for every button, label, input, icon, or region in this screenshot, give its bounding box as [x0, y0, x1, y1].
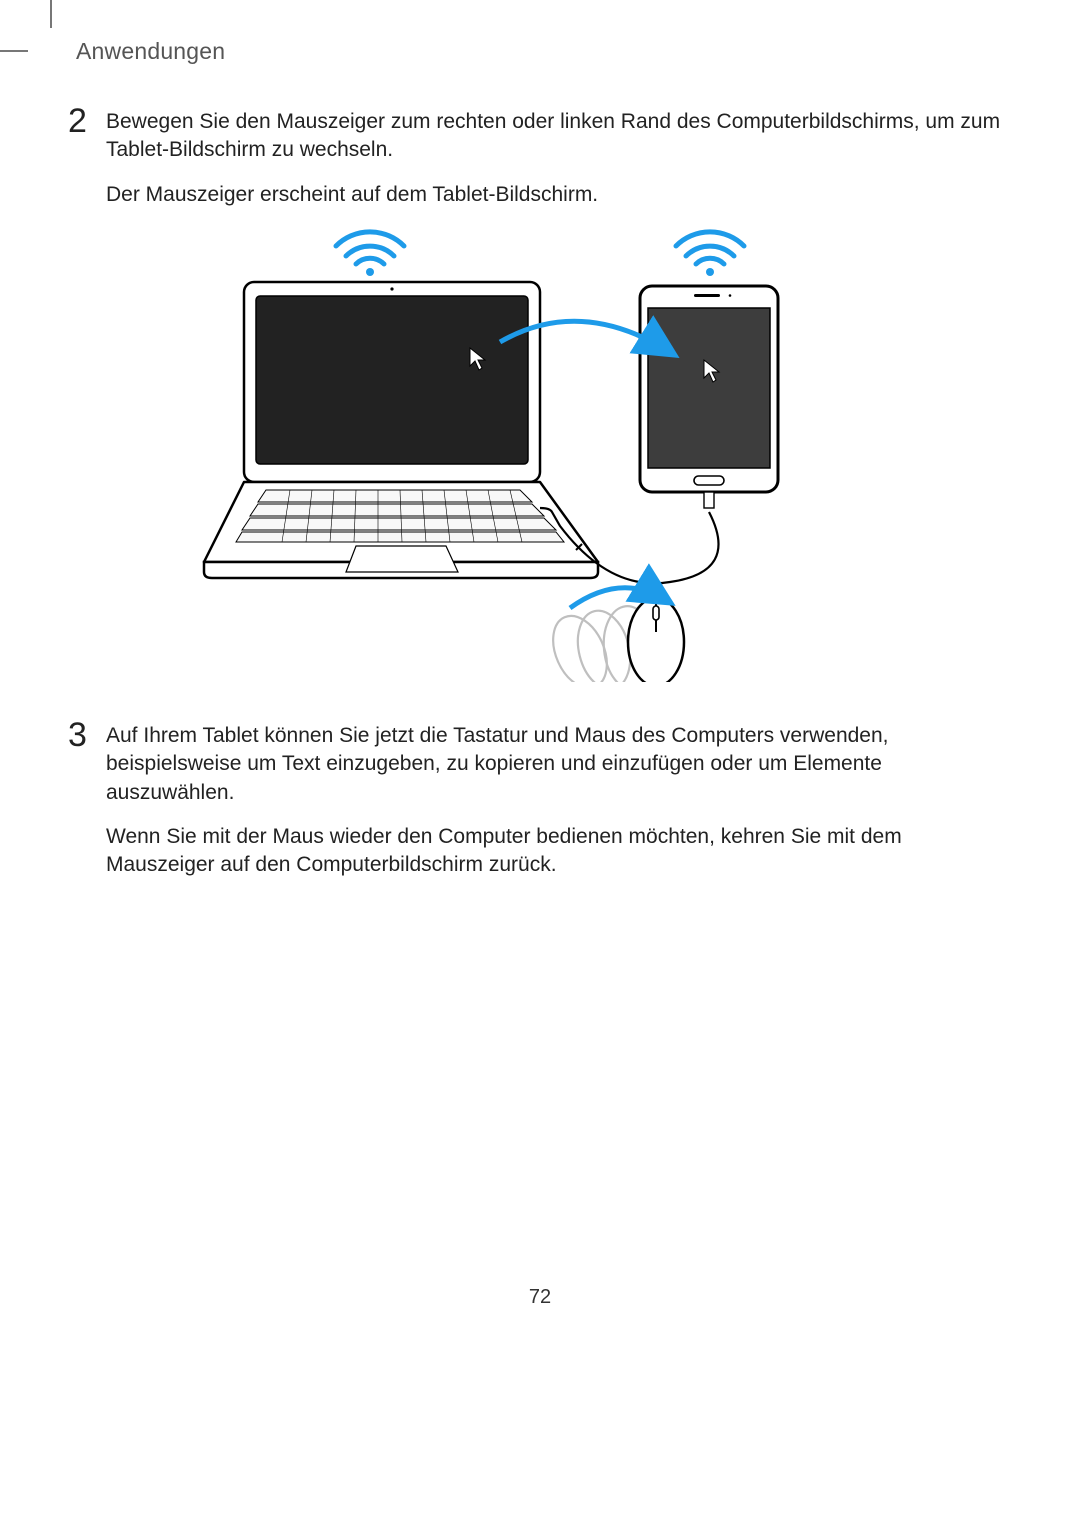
step-3-p1: Auf Ihrem Tablet können Sie jetzt die Ta…	[106, 722, 1010, 807]
step-2: 2 Bewegen Sie den Mauszeiger zum rechten…	[68, 108, 1010, 209]
figure-laptop-tablet	[200, 212, 800, 682]
page-number: 72	[0, 1286, 1080, 1309]
page: Anwendungen 2 Bewegen Sie den Mauszeiger…	[0, 0, 1080, 1527]
step-3: 3 Auf Ihrem Tablet können Sie jetzt die …	[68, 722, 1010, 880]
step-2-p2: Der Mauszeiger erscheint auf dem Tablet-…	[106, 181, 1010, 209]
step-2-number: 2	[68, 102, 87, 141]
step-3-number: 3	[68, 716, 87, 755]
step-3-p2: Wenn Sie mit der Maus wieder den Compute…	[106, 823, 1010, 880]
step-3-body: Auf Ihrem Tablet können Sie jetzt die Ta…	[106, 722, 1010, 880]
crop-mark-vertical	[50, 0, 52, 28]
tablet-icon	[640, 286, 778, 508]
section-header: Anwendungen	[76, 38, 225, 65]
crop-mark-horizontal	[0, 50, 28, 52]
wifi-icon	[676, 232, 744, 276]
mouse-icon	[628, 584, 684, 682]
step-2-body: Bewegen Sie den Mauszeiger zum rechten o…	[106, 108, 1010, 209]
wifi-icon	[336, 232, 404, 276]
step-2-p1: Bewegen Sie den Mauszeiger zum rechten o…	[106, 108, 1010, 165]
figure-svg	[200, 212, 800, 682]
